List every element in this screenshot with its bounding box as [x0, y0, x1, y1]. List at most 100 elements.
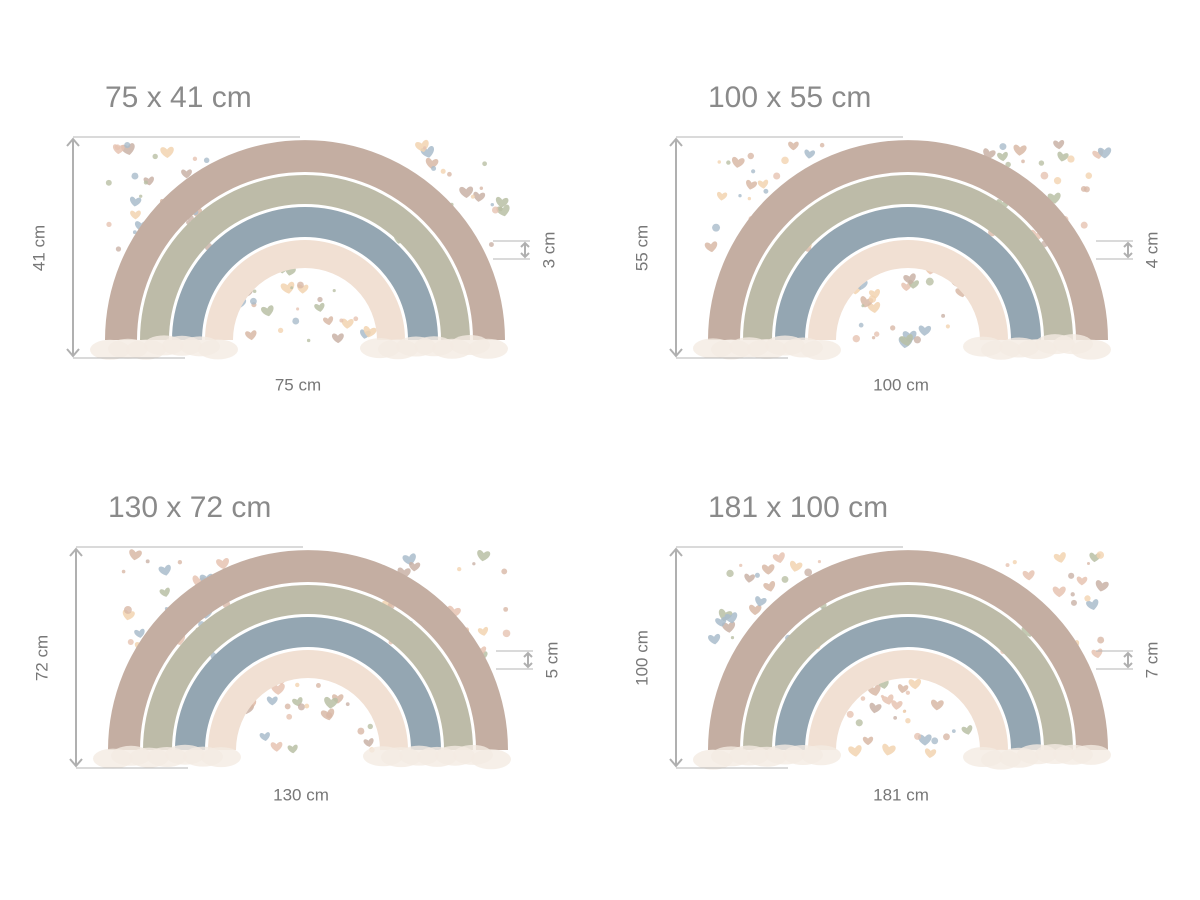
dot: [488, 242, 494, 247]
dot: [292, 317, 300, 325]
height-label: 100 cm: [632, 630, 651, 686]
heart: [731, 156, 745, 168]
rainbow-band: [108, 550, 508, 750]
heart: [261, 305, 274, 317]
heart: [869, 702, 882, 714]
dot: [751, 169, 756, 174]
dot: [905, 718, 911, 724]
heart: [158, 564, 171, 576]
size-panel: 75 x 41 cm 41 cm 3 cm 75 cm: [29, 81, 558, 395]
dimension-arrow: [69, 547, 83, 768]
size-title: 100 x 55 cm: [708, 81, 871, 114]
dot: [1085, 172, 1093, 179]
dot: [1040, 171, 1049, 180]
dot: [124, 142, 131, 149]
heart: [477, 550, 491, 562]
width-label: 75 cm: [275, 375, 321, 394]
rainbow-band: [708, 140, 1108, 340]
heart: [495, 196, 509, 208]
dot: [457, 567, 462, 572]
dot: [999, 143, 1007, 151]
dot: [951, 729, 956, 733]
dot: [890, 325, 896, 331]
heart: [1013, 144, 1027, 156]
dot: [804, 568, 813, 577]
dot: [139, 194, 143, 198]
dot: [893, 715, 898, 720]
dot: [931, 737, 939, 745]
dot: [114, 144, 121, 151]
heart: [704, 241, 718, 253]
heart: [425, 157, 439, 169]
dot: [332, 289, 336, 293]
dot: [1053, 177, 1062, 185]
heart: [897, 684, 909, 694]
dot: [941, 313, 946, 318]
heart: [270, 741, 283, 752]
heart: [1053, 139, 1065, 150]
dot: [1097, 636, 1105, 644]
heart: [1022, 570, 1035, 581]
dot: [284, 703, 291, 710]
heart-size-label: 4 cm: [1142, 232, 1161, 269]
height-label: 55 cm: [632, 225, 651, 271]
dot: [440, 168, 446, 174]
dot: [326, 712, 333, 719]
dot: [431, 165, 437, 171]
heart-size-label: 5 cm: [542, 642, 561, 679]
cloud: [198, 339, 238, 360]
dot: [860, 696, 866, 701]
width-label: 181 cm: [873, 785, 929, 804]
rainbow-band: [175, 617, 441, 750]
dot: [252, 289, 257, 294]
dot: [145, 559, 150, 564]
dot: [479, 186, 484, 190]
dot: [858, 322, 864, 328]
rainbow-band: [708, 550, 1108, 750]
heart: [761, 564, 775, 575]
dot: [1067, 155, 1075, 163]
dot: [773, 172, 781, 180]
size-panel: 100 x 55 cm 55 cm 4 cm 100 cm: [632, 81, 1161, 395]
heart: [891, 700, 903, 710]
dot: [726, 569, 734, 578]
dot: [817, 560, 822, 564]
dot: [143, 180, 148, 185]
dot: [115, 246, 122, 252]
heart: [259, 732, 270, 742]
heart: [1098, 147, 1112, 159]
size-panel: 181 x 100 cm 100 cm 7 cm 181 cm: [632, 491, 1161, 805]
dot: [738, 194, 742, 198]
heart: [280, 281, 295, 294]
heart: [323, 316, 334, 326]
heart: [755, 596, 767, 607]
heart: [715, 616, 727, 627]
dot: [1070, 599, 1077, 606]
heart: [314, 302, 325, 312]
dot: [739, 563, 743, 568]
height-label: 72 cm: [32, 635, 51, 681]
height-label: 41 cm: [29, 225, 48, 271]
cloud: [201, 747, 241, 768]
dot: [339, 318, 344, 323]
heart: [1053, 552, 1066, 563]
heart: [788, 141, 799, 151]
dot: [868, 295, 877, 303]
heart: [918, 734, 932, 746]
dot: [846, 710, 854, 718]
cloud: [468, 338, 508, 359]
rainbow-band: [743, 175, 1073, 340]
heart: [1095, 580, 1109, 592]
dot: [152, 153, 158, 160]
heart: [708, 633, 721, 645]
heart: [918, 325, 932, 336]
heart: [901, 282, 912, 292]
heart: [744, 573, 755, 583]
dot: [177, 559, 183, 565]
size-title: 75 x 41 cm: [105, 81, 252, 114]
width-label: 130 cm: [273, 785, 329, 804]
dot: [286, 713, 293, 720]
dot: [503, 606, 509, 612]
cloud: [801, 745, 841, 766]
rainbow-band: [143, 585, 473, 750]
